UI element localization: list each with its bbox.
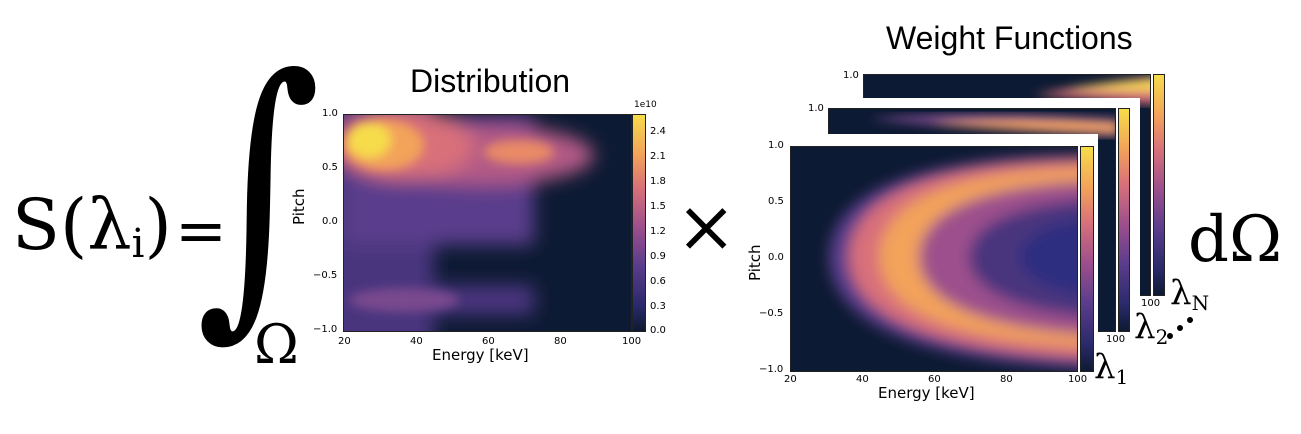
distribution-ylabel: Pitch — [290, 188, 308, 225]
distribution-xtick: 80 — [554, 336, 567, 347]
distribution-xtick: 100 — [622, 336, 642, 347]
colorbar-tick: 0.9 — [650, 251, 666, 262]
distribution-ytick: 0.5 — [322, 162, 338, 173]
signal-symbol: S( — [12, 184, 88, 266]
distribution-heatmap — [343, 114, 632, 332]
weight-front-ytick: −1.0 — [759, 364, 784, 375]
distribution-ytick: 1.0 — [322, 108, 338, 119]
lambda-1-sub: 1 — [1115, 365, 1129, 389]
weight-mid-colorbar — [1118, 108, 1130, 332]
weight-back-colorbar — [1153, 74, 1165, 296]
weights-title: Weight Functions — [886, 20, 1133, 56]
differential-element: dΩ — [1188, 203, 1283, 277]
weight-front-xtick: 100 — [1068, 374, 1088, 385]
weight-front-heatmap — [790, 146, 1078, 372]
distribution-colorbar — [632, 114, 646, 332]
colorbar-exponent: 1e10 — [634, 100, 657, 110]
distribution-xtick: 60 — [482, 336, 495, 347]
weight-front-ytick: 0.0 — [768, 252, 784, 263]
colorbar-tick: 0.6 — [650, 276, 666, 287]
weight-front-ytick: 1.0 — [768, 140, 784, 151]
weight-back-ytick: 1.0 — [843, 70, 859, 81]
lambda-subscript: i — [131, 221, 145, 267]
weight-front-xtick: 20 — [784, 374, 797, 385]
equals-sign: = — [175, 194, 227, 267]
integral-sign: ∫ — [196, 15, 322, 364]
equation-lhs: S(λi) — [12, 190, 172, 264]
colorbar-tick: 2.1 — [650, 151, 666, 162]
distribution-svg — [344, 115, 594, 331]
weight-mid-svg — [869, 114, 1115, 137]
integral-domain: Ω — [254, 313, 299, 376]
weight-back-xtick: 100 — [1141, 298, 1161, 309]
distribution-ytick: −0.5 — [313, 270, 338, 281]
distribution-xlabel: Energy [keV] — [432, 346, 529, 364]
weight-mid-xtick: 100 — [1106, 334, 1126, 345]
lambda-2-base: λ — [1134, 307, 1156, 347]
ellipsis-dots — [1167, 317, 1193, 339]
weight-front-svg — [829, 155, 1077, 369]
times-sign: × — [676, 184, 737, 268]
distribution-ytick: −1.0 — [313, 324, 338, 335]
weight-mid-ytick: 1.0 — [808, 103, 824, 114]
distribution-xtick: 40 — [410, 336, 423, 347]
weight-panel-front: 1.0 0.5 0.0 −0.5 −1.0 Pitch 20 40 60 80 … — [738, 134, 1098, 410]
weight-front-xtick: 40 — [856, 374, 869, 385]
weight-front-xtick: 60 — [928, 374, 941, 385]
weight-front-ylabel: Pitch — [746, 244, 764, 281]
close-paren: ) — [144, 184, 172, 266]
distribution-title: Distribution — [410, 63, 571, 99]
weight-front-colorbar — [1080, 146, 1094, 372]
lambda-n-base: λ — [1170, 273, 1192, 313]
colorbar-tick: 1.8 — [650, 176, 666, 187]
colorbar-tick: 1.5 — [650, 201, 666, 212]
colorbar-tick: 2.4 — [650, 126, 666, 137]
colorbar-tick: 0.3 — [650, 301, 666, 312]
weight-front-xlabel: Energy [keV] — [878, 384, 975, 402]
lambda-2-sub: 2 — [1155, 325, 1169, 349]
weight-back-svg — [1034, 76, 1150, 104]
weight-front-ytick: −0.5 — [759, 308, 784, 319]
weight-front-xtick: 80 — [1000, 374, 1013, 385]
distribution-xtick: 20 — [338, 336, 351, 347]
distribution-ytick: 0.0 — [322, 216, 338, 227]
lambda-1-label: λ1 — [1094, 350, 1128, 387]
lambda-1-base: λ — [1094, 347, 1116, 387]
lambda-n-sub: N — [1191, 291, 1210, 315]
lambda-2-label: λ2 — [1134, 310, 1168, 347]
lambda-symbol: λ — [87, 184, 132, 266]
colorbar-tick: 1.2 — [650, 226, 666, 237]
weight-front-ytick: 0.5 — [768, 196, 784, 207]
lambda-n-label: λN — [1170, 276, 1209, 313]
colorbar-tick: 0.0 — [650, 325, 666, 336]
